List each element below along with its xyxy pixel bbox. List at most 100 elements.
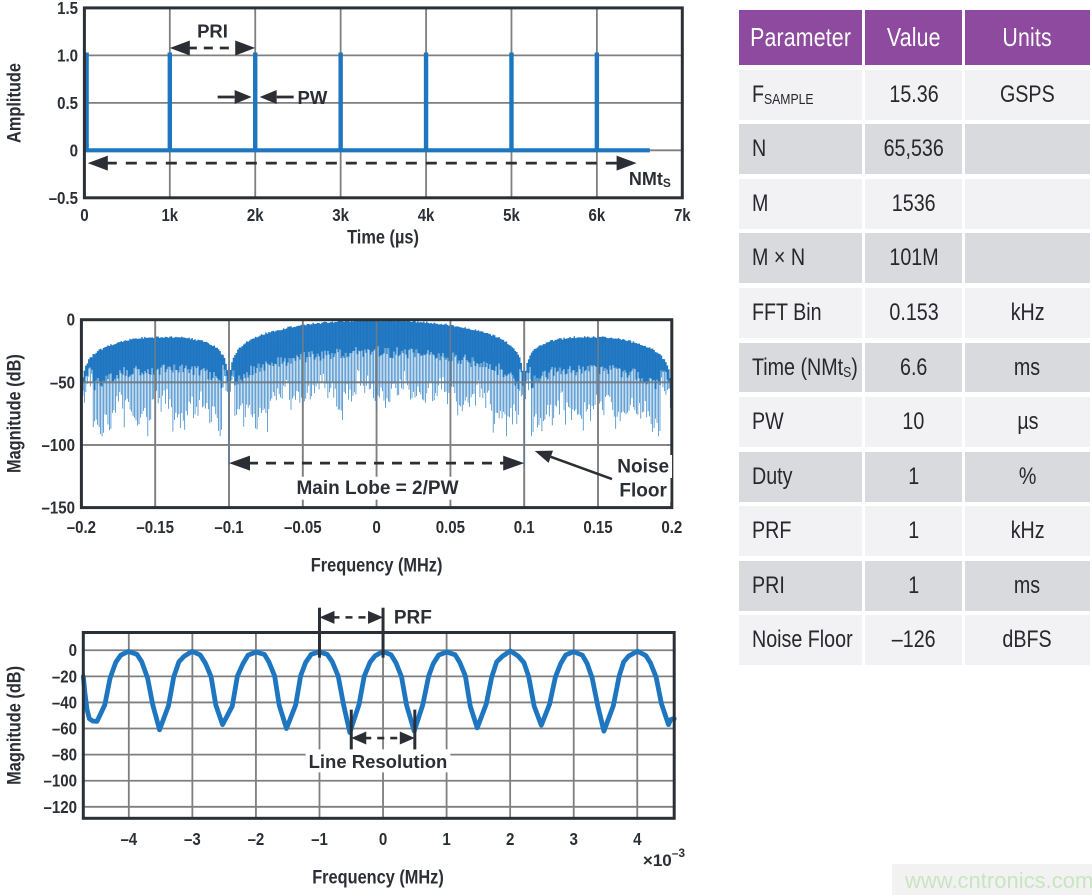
x-tick-label: 0.2 (661, 517, 682, 537)
table-row-7-cell-2: % (965, 451, 1090, 502)
table-row-2-cell-2 (965, 178, 1090, 229)
table-header-row-cell-0-text: Parameter (750, 22, 852, 52)
x-tick-label: –0.05 (284, 517, 322, 537)
table-row-8-cell-2: kHz (965, 506, 1090, 557)
table-row-10-cell-1: –126 (864, 615, 963, 666)
x-tick-label: –0.1 (214, 517, 244, 537)
plot-frame (81, 631, 676, 820)
table-row-2-cell-0-text: M (752, 189, 769, 217)
table-row-6-cell-1: 10 (864, 397, 963, 448)
table-row-0-cell-0-text: FSAMPLE (752, 80, 814, 109)
nmts-label-subscript: S (663, 176, 671, 190)
table-row-10-cell-2: dBFS (965, 615, 1090, 666)
y-tick-label: 0 (67, 310, 76, 330)
x-tick-label: –1 (311, 829, 328, 849)
table-row-5-cell-0-subscript: S (843, 365, 852, 382)
y-tick-label: 0.5 (57, 93, 78, 113)
noise-floor-label-1-bg (614, 455, 673, 479)
table-header-row: Parameter Value Units (739, 10, 1090, 65)
nmts-arrow (87, 155, 637, 171)
pw-label-text: PW (298, 86, 328, 107)
prf-label-text: PRF (394, 607, 432, 628)
table-row-0-cell-0: FSAMPLE (739, 69, 862, 120)
y-axis-title: Magnitude (dB) (5, 666, 26, 785)
tick-labels: 0 1k 2k 3k 4k 5k 6k 7k1.51.00.50–0.5 (49, 0, 691, 225)
lineres-arrow-head-right (399, 731, 415, 745)
x-axis-title: Time (µs) (347, 228, 419, 249)
y-tick-label: –50 (50, 372, 75, 392)
noise-floor-label-2-bg (616, 478, 671, 502)
table-row-5: Time (NMtS) 6.6 ms (739, 342, 1090, 393)
tick-labels: –0.2 –0.15 –0.1 –0.05 0 0.05 0.1 0.15 0.2 0 –50 –10… (42, 310, 683, 537)
table-row-9-cell-2-text: ms (1014, 571, 1041, 599)
table-row-9: PRI 1 ms (739, 560, 1090, 611)
table-row-4: FFT Bin 0.153 kHz (739, 288, 1090, 338)
pri-arrow-head-left (169, 40, 190, 56)
noise-floor-label-1: Noise (617, 456, 669, 477)
noise-floor-label-1-text: Noise (617, 456, 669, 477)
table-header-row-cell-2: Units (965, 10, 1090, 65)
x-tick-label: 0 (372, 517, 381, 537)
table-row-10-cell-0: Noise Floor (739, 615, 862, 666)
x-tick-label: 0 (80, 205, 89, 225)
x-axis-title: Frequency (MHz) (311, 556, 443, 577)
table-row-1-cell-0: N (739, 124, 862, 175)
pw-arrow-left-head (234, 89, 252, 104)
main-lobe-arrow-head-right (503, 455, 525, 471)
pri-arrow-head-right (235, 40, 256, 56)
annotations: Main Lobe = 2/PW Noise Floor (229, 450, 673, 502)
noise-floor-label-2-text: Floor (619, 480, 667, 501)
main-lobe-arrow-head-left (229, 455, 250, 471)
y-tick-label: –100 (42, 435, 76, 455)
watermark-text: www.cntronics.com (905, 868, 1092, 893)
annotations: PRF Line Resolution (305, 607, 451, 773)
x-tick-label: –2 (248, 829, 265, 849)
pw-arrow-right (259, 89, 294, 104)
table-row-3: M × N 101M (739, 233, 1090, 284)
table-row-0-cell-2-text: GSPS (1000, 80, 1055, 108)
lineres-label: Line Resolution (309, 750, 448, 771)
table-header-row-cell-1-text: Value (886, 22, 941, 52)
y-tick-label: 0 (69, 640, 78, 660)
table-header-row-cell-0: Parameter (739, 10, 862, 65)
x-axis-multiplier: ×10–3 (643, 846, 686, 870)
y-tick-label: –150 (42, 498, 76, 518)
series (84, 52, 650, 153)
table-row-7-cell-0-text: Duty (752, 462, 793, 490)
table-row-3-cell-1: 101M (864, 233, 963, 284)
table-row-6-cell-0-text: PW (752, 408, 785, 436)
table-row-0-cell-0-subscript: SAMPLE (764, 92, 814, 109)
table-row-7-cell-0: Duty (739, 451, 862, 502)
table-row-7-cell-1: 1 (864, 451, 963, 502)
y-tick-label: –120 (44, 797, 78, 817)
table-row-6: PW 10 µs (739, 397, 1090, 448)
prf-label: PRF (394, 607, 432, 628)
table-row-3-cell-0: M × N (739, 233, 862, 284)
gridlines-above (81, 319, 672, 508)
y-tick-label: –20 (52, 666, 77, 686)
y-tick-label: –100 (44, 771, 78, 791)
zoomed-spectrum-chart: –4 –3 –2 –1 0 1 2 3 4 0 –20 –40 –60 –80 –100 –120 Freque… (5, 607, 686, 889)
pw-arrow-right-head (259, 89, 277, 104)
nmts-label-text: NMt (629, 169, 663, 189)
table-row-2: M 1536 (739, 178, 1090, 229)
x-tick-label: 7k (674, 205, 691, 225)
table-row-9-cell-0: PRI (739, 560, 862, 611)
prf-arrow-head-right (368, 610, 384, 624)
x-tick-label: 2 (506, 829, 515, 849)
pri-arrow (169, 40, 256, 56)
table-row-8-cell-1-text: 1 (908, 517, 920, 545)
x-tick-label: 0.1 (514, 517, 535, 537)
table-row-0-cell-2: GSPS (965, 69, 1090, 120)
lineres-arrow (351, 731, 415, 745)
table-row-9-cell-1: 1 (864, 560, 963, 611)
x-tick-label: –3 (184, 829, 201, 849)
x-tick-label: 5k (503, 205, 520, 225)
watermark-strip (892, 864, 1092, 895)
table-row-4-cell-1-text: 0.153 (888, 298, 939, 326)
table-row-8-cell-1: 1 (864, 506, 963, 557)
pri-label: PRI (197, 20, 228, 41)
y-tick-label: –80 (52, 745, 77, 765)
x-tick-label: 0 (379, 829, 388, 849)
